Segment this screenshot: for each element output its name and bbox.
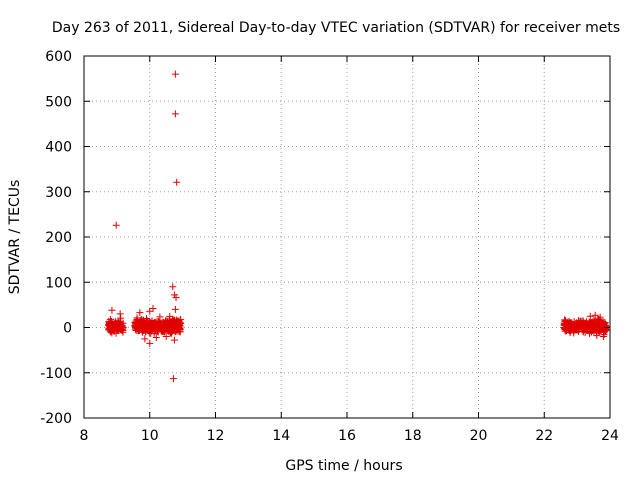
x-tick-label: 10: [141, 428, 159, 444]
data-point: [162, 320, 170, 328]
data-point: [566, 329, 574, 337]
data-point: [152, 333, 160, 341]
data-point: [150, 329, 158, 337]
data-point: [595, 327, 603, 335]
x-tick-label: 8: [80, 428, 89, 444]
data-point: [586, 312, 594, 320]
data-point: [171, 110, 179, 118]
data-point: [107, 325, 115, 333]
data-point: [170, 336, 178, 344]
data-point: [569, 322, 577, 330]
x-tick-label: 18: [404, 428, 422, 444]
data-points: [105, 70, 611, 383]
y-tick-label: -100: [40, 366, 72, 382]
data-point: [133, 321, 141, 329]
data-point: [172, 322, 180, 330]
data-point: [139, 324, 147, 332]
data-point: [584, 321, 592, 329]
data-point: [116, 310, 124, 318]
data-point: [143, 317, 151, 325]
data-point: [114, 322, 122, 330]
grid-lines: [84, 56, 610, 418]
data-point: [164, 321, 172, 329]
x-tick-label: 22: [535, 428, 553, 444]
data-point: [169, 375, 177, 383]
data-point: [171, 70, 179, 78]
data-point: [176, 319, 184, 327]
data-point: [131, 322, 139, 330]
data-point: [572, 326, 580, 334]
data-point: [588, 325, 596, 333]
x-axis-label: GPS time / hours: [285, 458, 402, 474]
data-point: [593, 332, 601, 340]
data-point: [596, 313, 604, 321]
data-point: [173, 325, 181, 333]
data-point: [597, 323, 605, 331]
x-tick-label: 16: [338, 428, 356, 444]
y-tick-label: 100: [45, 275, 72, 291]
data-point: [169, 283, 177, 291]
data-point: [154, 321, 162, 329]
data-point: [599, 333, 607, 341]
data-point: [163, 325, 171, 333]
data-point: [172, 294, 180, 302]
x-tick-label: 12: [207, 428, 225, 444]
x-tick-label: 14: [272, 428, 290, 444]
data-point: [134, 325, 142, 333]
y-tick-label: 400: [45, 140, 72, 156]
data-point: [146, 339, 154, 347]
chart-title: Day 263 of 2011, Sidereal Day-to-day VTE…: [52, 20, 620, 36]
data-point: [573, 319, 581, 327]
data-point: [145, 324, 153, 332]
data-point: [106, 315, 114, 323]
data-point: [119, 326, 127, 334]
data-point: [170, 317, 178, 325]
x-tick-label: 20: [470, 428, 488, 444]
y-tick-label: -200: [40, 411, 72, 427]
data-point: [138, 316, 146, 324]
axis-ticks: [83, 55, 611, 419]
y-tick-label: 600: [45, 49, 72, 65]
data-point: [112, 221, 120, 229]
y-tick-label: 0: [63, 321, 72, 337]
data-point: [106, 324, 114, 332]
data-point: [108, 306, 116, 314]
data-point: [146, 307, 154, 315]
data-point: [591, 321, 599, 329]
y-tick-label: 200: [45, 230, 72, 246]
data-point: [561, 316, 569, 324]
y-tick-label: 500: [45, 94, 72, 110]
data-point: [171, 305, 179, 313]
data-point: [168, 327, 176, 335]
data-point: [173, 178, 181, 186]
data-point: [591, 311, 599, 319]
data-point: [601, 325, 609, 333]
y-axis-label: SDTVAR / TECUs: [7, 180, 23, 295]
y-tick-label: 300: [45, 185, 72, 201]
data-point: [162, 333, 170, 341]
data-point: [574, 320, 582, 328]
data-point: [118, 326, 126, 334]
data-point: [564, 321, 572, 329]
data-point: [136, 309, 144, 317]
data-point: [141, 335, 149, 343]
tick-labels: 8 10 12 14 16 18 20 22 24 600 500 400 300 200 100 0 -100…: [40, 49, 619, 444]
data-point: [565, 324, 573, 332]
data-point: [151, 318, 159, 326]
x-tick-label: 24: [601, 428, 619, 444]
